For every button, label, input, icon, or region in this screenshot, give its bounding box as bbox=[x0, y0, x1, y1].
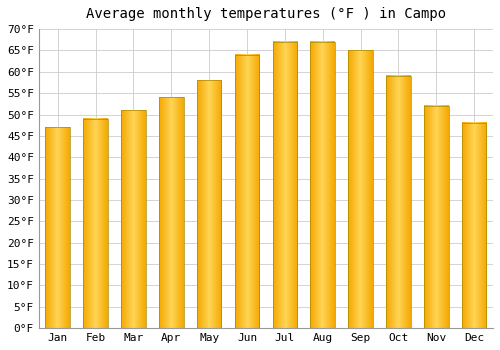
Bar bbox=[348, 50, 373, 328]
Bar bbox=[197, 80, 222, 328]
Bar bbox=[462, 123, 486, 328]
Bar bbox=[310, 42, 335, 328]
Title: Average monthly temperatures (°F ) in Campo: Average monthly temperatures (°F ) in Ca… bbox=[86, 7, 446, 21]
Bar bbox=[121, 110, 146, 328]
Bar bbox=[386, 76, 410, 328]
Bar bbox=[234, 55, 260, 328]
Bar bbox=[84, 119, 108, 328]
Bar bbox=[159, 97, 184, 328]
Bar bbox=[272, 42, 297, 328]
Bar bbox=[46, 127, 70, 328]
Bar bbox=[424, 106, 448, 328]
